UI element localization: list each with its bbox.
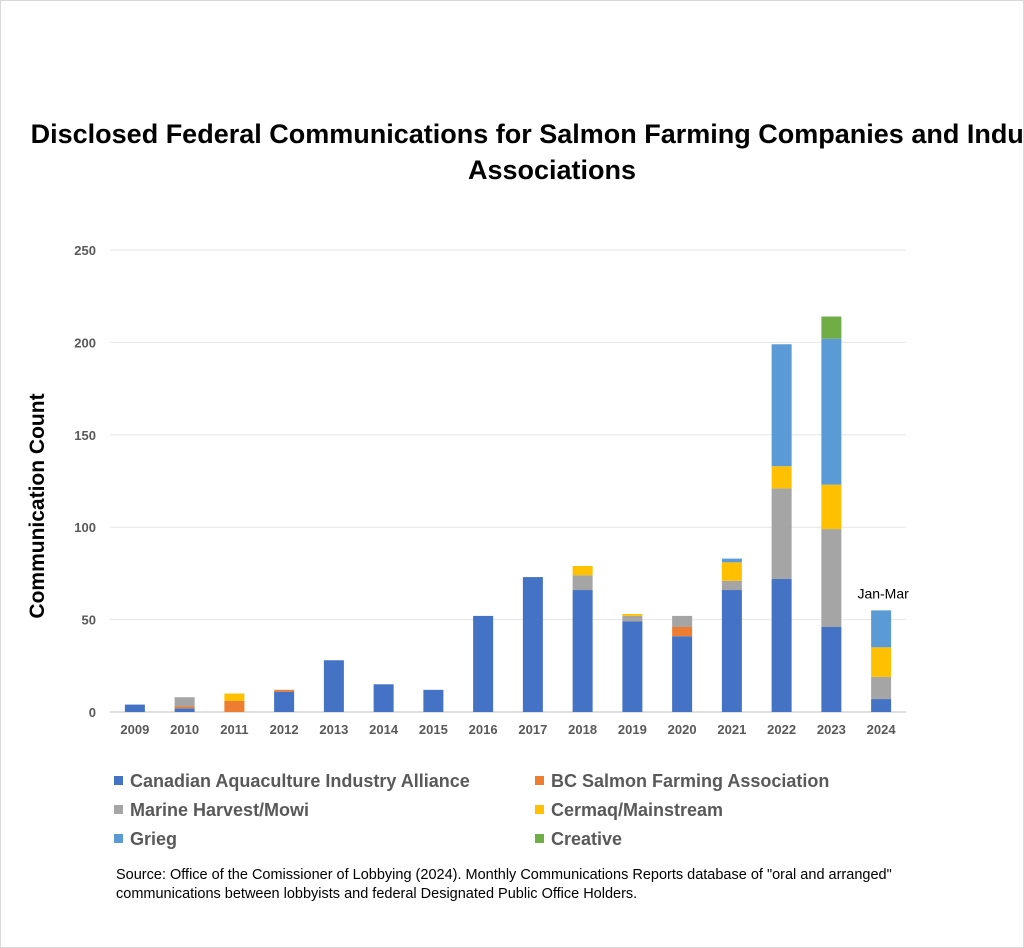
y-tick-label-100: 100: [74, 520, 96, 535]
x-tick-label-2015: 2015: [419, 722, 448, 737]
bar-2021-marine-harvest-mowi: [721, 580, 742, 591]
legend-swatch: [535, 776, 544, 785]
bar-2016-canadian-aquaculture-industry-alliance: [473, 615, 494, 712]
bar-2022-grieg: [771, 344, 792, 467]
x-tick-label-2024: 2024: [867, 722, 897, 737]
source-note: Source: Office of the Comissioner of Lob…: [116, 867, 892, 902]
bar-2021-canadian-aquaculture-industry-alliance: [721, 590, 742, 712]
legend-item-creative: Creative: [535, 828, 622, 850]
x-tick-label-2018: 2018: [568, 722, 597, 737]
legend-item-cermaq-mainstream: Cermaq/Mainstream: [535, 799, 723, 821]
x-tick-label-2020: 2020: [668, 722, 697, 737]
x-tick-label-2019: 2019: [618, 722, 647, 737]
y-tick-label-250: 250: [74, 243, 96, 258]
x-tick-label-2010: 2010: [170, 722, 199, 737]
bar-2010-canadian-aquaculture-industry-alliance: [174, 708, 195, 712]
legend-label: Marine Harvest/Mowi: [130, 800, 310, 820]
bar-2014-canadian-aquaculture-industry-alliance: [373, 684, 394, 712]
chart-title: Disclosed Federal Communications for Sal…: [30, 119, 1024, 185]
legend-swatch: [535, 805, 544, 814]
bar-2022-marine-harvest-mowi: [771, 488, 792, 579]
legend-label: BC Salmon Farming Association: [551, 771, 830, 791]
x-tick-label-2016: 2016: [469, 722, 498, 737]
bar-2020-bc-salmon-farming-association: [672, 626, 693, 637]
bar-2017-canadian-aquaculture-industry-alliance: [522, 577, 543, 712]
legend-label: Canadian Aquaculture Industry Alliance: [130, 771, 470, 791]
legend-item-marine-harvest-mowi: Marine Harvest/Mowi: [114, 799, 309, 821]
y-tick-label-150: 150: [74, 428, 96, 443]
y-axis-label: Communication Count: [26, 393, 49, 618]
y-tick-label-0: 0: [89, 705, 96, 720]
bar-2024-marine-harvest-mowi: [871, 676, 892, 700]
legend-swatch: [114, 805, 123, 814]
bar-2015-canadian-aquaculture-industry-alliance: [423, 689, 444, 712]
legend-swatch: [114, 834, 123, 843]
bar-2019-canadian-aquaculture-industry-alliance: [622, 621, 643, 712]
bar-2011-cermaq-mainstream: [224, 693, 245, 701]
bar-2023-grieg: [821, 338, 842, 485]
bar-2010-bc-salmon-farming-association: [174, 706, 195, 709]
bar-2019-marine-harvest-mowi: [622, 615, 643, 622]
x-tick-label-2013: 2013: [319, 722, 348, 737]
bar-2023-canadian-aquaculture-industry-alliance: [821, 626, 842, 712]
x-tick-label-2021: 2021: [717, 722, 746, 737]
bar-2011-bc-salmon-farming-association: [224, 700, 245, 712]
legend-label: Grieg: [130, 829, 178, 849]
x-tick-label-2012: 2012: [270, 722, 299, 737]
bar-2018-cermaq-mainstream: [572, 566, 593, 576]
legend-item-canadian-aquaculture-industry-alliance: Canadian Aquaculture Industry Alliance: [114, 770, 470, 792]
bar-2022-cermaq-mainstream: [771, 466, 792, 489]
bar-2009-canadian-aquaculture-industry-alliance: [124, 704, 145, 712]
bar-2024-cermaq-mainstream: [871, 647, 892, 677]
bar-2023-marine-harvest-mowi: [821, 529, 842, 627]
x-tick-label-2023: 2023: [817, 722, 846, 737]
x-tick-label-2009: 2009: [120, 722, 149, 737]
bar-2022-canadian-aquaculture-industry-alliance: [771, 578, 792, 712]
x-tick-label-2014: 2014: [369, 722, 399, 737]
x-tick-label-2022: 2022: [767, 722, 796, 737]
bar-2018-marine-harvest-mowi: [572, 575, 593, 591]
legend-item-bc-salmon-farming-association: BC Salmon Farming Association: [535, 770, 829, 792]
x-tick-label-2017: 2017: [518, 722, 547, 737]
bar-2021-grieg: [721, 558, 742, 563]
y-tick-label-50: 50: [82, 613, 96, 628]
bar-2013-canadian-aquaculture-industry-alliance: [323, 660, 344, 712]
bar-2021-cermaq-mainstream: [721, 562, 742, 581]
legend-label: Creative: [551, 829, 623, 849]
bar-2018-canadian-aquaculture-industry-alliance: [572, 590, 593, 712]
bar-2020-marine-harvest-mowi: [672, 615, 693, 627]
legend-swatch: [114, 776, 123, 785]
bar-2024-canadian-aquaculture-industry-alliance: [871, 699, 892, 712]
bar-2023-cermaq-mainstream: [821, 484, 842, 530]
x-tick-label-2011: 2011: [220, 722, 248, 737]
bar-2020-canadian-aquaculture-industry-alliance: [672, 636, 693, 712]
bar-2023-creative: [821, 316, 842, 339]
bar-2019-cermaq-mainstream: [622, 614, 643, 616]
legend-swatch: [535, 834, 544, 843]
y-tick-label-200: 200: [74, 335, 96, 350]
bar-2024-grieg: [871, 610, 892, 648]
legend-label: Cermaq/Mainstream: [551, 800, 724, 820]
annotation-2024: Jan-Mar: [857, 585, 909, 601]
legend-item-grieg: Grieg: [114, 828, 177, 850]
bar-2012-canadian-aquaculture-industry-alliance: [274, 691, 295, 712]
bar-2010-marine-harvest-mowi: [174, 697, 195, 707]
bar-2012-bc-salmon-farming-association: [274, 689, 295, 692]
